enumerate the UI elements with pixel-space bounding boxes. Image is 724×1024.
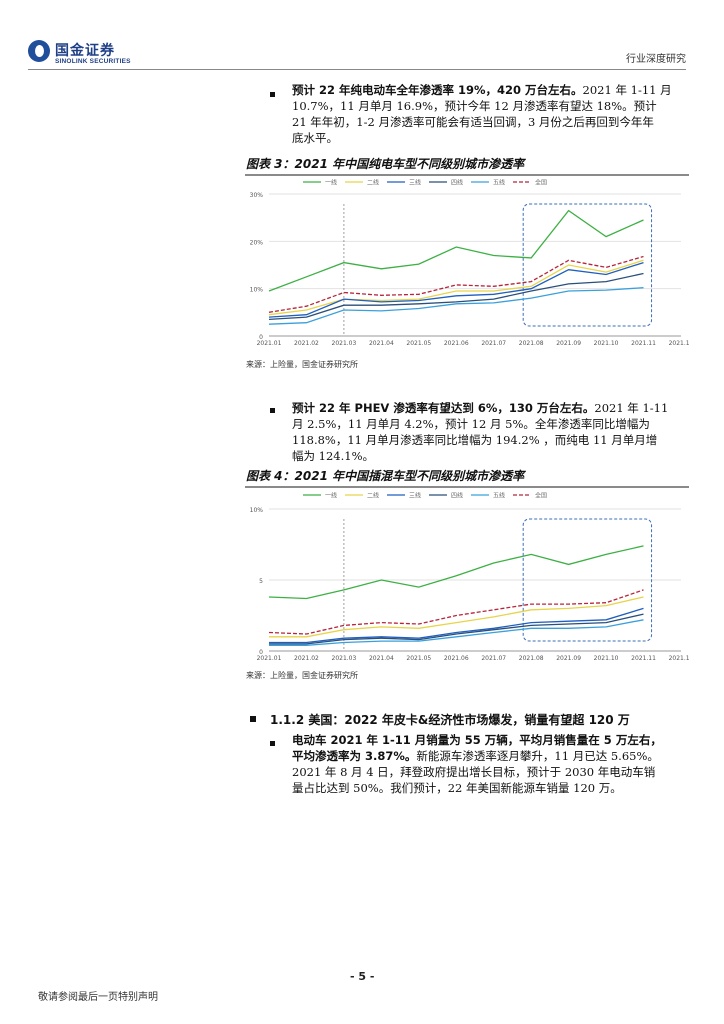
- series-line: [268, 272, 644, 321]
- x-tick-label: 2021.10: [594, 340, 619, 347]
- y-tick-label: 5: [259, 578, 263, 585]
- bullet-icon: [270, 741, 275, 746]
- paragraph-phev-highlight: 预计 22 年 PHEV 渗透率有望达到 6%，130 万台左右。: [292, 401, 595, 415]
- chart-bev-penetration: 0 10% 20% 30% 2021.01 2021.02 2021.03 2021.04 20…: [250, 179, 689, 348]
- bullet-icon: [270, 408, 275, 413]
- x-tick-label: 2021.03: [332, 655, 357, 662]
- paragraph-bev: 预计 22 年纯电动车全年渗透率 19%，420 万台左右。2021 年 1-1…: [292, 82, 692, 146]
- paragraph-us-line: 量占比达到 50%。我们预计，22 年美国新能源车销量 120 万。: [292, 781, 622, 795]
- figure-3-rule: [245, 174, 689, 176]
- x-tick-label: 2021.06: [444, 655, 469, 662]
- x-tick-label: 2021.02: [294, 655, 319, 662]
- x-tick-label: 2021.02: [294, 340, 319, 347]
- figure-4-source: 来源：上险量，国金证券研究所: [246, 671, 358, 680]
- paragraph-us-line: 新能源车渗透率逐月攀升，11 月已达 5.65%。: [416, 749, 659, 763]
- x-tick-label: 2021.11: [631, 340, 656, 347]
- legend-label: 全国: [535, 179, 547, 187]
- series-line: [269, 607, 644, 644]
- x-tick-label: 2021.05: [406, 655, 431, 662]
- y-tick-label: 30%: [250, 192, 264, 199]
- series-line: [268, 589, 644, 635]
- x-tick-label: 2021.04: [369, 340, 394, 347]
- logo-text-cn: 国金证券: [55, 43, 115, 59]
- y-tick-label: 20%: [250, 239, 264, 246]
- legend-label: 五线: [493, 492, 505, 500]
- x-tick-label: 2021.08: [519, 655, 544, 662]
- legend-label: 四线: [451, 179, 463, 187]
- paragraph-us: 电动车 2021 年 1-11 月销量为 55 万辆，平均月销售量在 5 万左右…: [292, 732, 692, 796]
- company-logo-icon: [28, 40, 50, 62]
- x-tick-label: 2021.12: [669, 655, 689, 662]
- x-tick-label: 2021.04: [369, 655, 394, 662]
- x-tick-label: 2021.09: [556, 340, 581, 347]
- report-category: 行业深度研究: [626, 54, 686, 65]
- legend-label: 三线: [409, 492, 421, 500]
- legend-label: 二线: [367, 179, 379, 187]
- logo-text-en: SINOLINK SECURITIES: [55, 58, 131, 65]
- header-divider: [28, 69, 686, 70]
- paragraph-us-highlight: 电动车 2021 年 1-11 月销量为 55 万辆，平均月销售量在 5 万左右…: [292, 733, 662, 747]
- figure-4-rule: [245, 486, 689, 488]
- legend-label: 二线: [367, 492, 379, 500]
- x-tick-label: 2021.07: [481, 340, 506, 347]
- x-tick-label: 2021.11: [631, 655, 656, 662]
- page-number: - 5 -: [350, 970, 375, 983]
- figure-4-title: 图表 4：2021 年中国插混车型不同级别城市渗透率: [246, 469, 525, 483]
- footer-disclaimer: 敬请参阅最后一页特别声明: [38, 992, 158, 1003]
- y-tick-label: 0: [259, 649, 263, 656]
- paragraph-bev-line: 2021 年 1-11 月: [582, 83, 672, 97]
- series-line: [268, 261, 644, 318]
- x-tick-label: 2021.01: [257, 655, 282, 662]
- bullet-icon: [270, 92, 275, 97]
- paragraph-bev-line: 10.7%，11 月单月 16.9%，预计今年 12 月渗透率有望达 18%。预…: [292, 99, 657, 113]
- paragraph-phev-line: 月 2.5%，11 月单月 4.2%，预计 12 月 5%。全年渗透率同比增幅为: [292, 417, 650, 431]
- legend-label: 四线: [451, 492, 463, 500]
- paragraph-us-line: 2021 年 8 月 4 日，拜登政府提出增长目标，预计于 2030 年电动车销: [292, 765, 656, 779]
- series-line: [268, 287, 644, 325]
- paragraph-phev-line: 118.8%，11 月单月渗透率同比增幅为 194.2% ，而纯电 11 月单月…: [292, 433, 658, 447]
- x-tick-label: 2021.07: [481, 655, 506, 662]
- series-line: [268, 209, 644, 292]
- x-tick-label: 2021.08: [519, 340, 544, 347]
- x-tick-label: 2021.06: [444, 340, 469, 347]
- x-tick-label: 2021.05: [406, 340, 431, 347]
- x-tick-label: 2021.03: [332, 340, 357, 347]
- figure-3-title: 图表 3：2021 年中国纯电车型不同级别城市渗透率: [246, 157, 525, 171]
- x-tick-label: 2021.01: [257, 340, 282, 347]
- section-heading: 1.1.2 美国：2022 年皮卡&经济性市场爆发，销量有望超 120 万: [270, 713, 630, 727]
- series-line: [268, 259, 644, 316]
- chart-phev-penetration: 0 5 10% 2021.01 2021.02 2021.03 2021.04 2021.05…: [250, 492, 689, 663]
- y-tick-label: 0: [259, 334, 263, 341]
- section-marker-icon: [250, 716, 256, 722]
- series-line: [268, 545, 644, 600]
- legend-label: 三线: [409, 179, 421, 187]
- paragraph-bev-line: 21 年年初，1-2 月渗透率可能会有适当回调，3 月份之后再回到今年年: [292, 115, 654, 129]
- highlight-box: [522, 203, 653, 327]
- figure-3-source: 来源：上险量，国金证券研究所: [246, 360, 358, 369]
- y-tick-label: 10%: [250, 507, 264, 514]
- legend-label: 一线: [325, 179, 337, 187]
- legend-label: 五线: [493, 179, 505, 187]
- x-tick-label: 2021.10: [594, 655, 619, 662]
- legend-label: 一线: [325, 492, 337, 500]
- highlight-box: [522, 518, 653, 642]
- series-line: [269, 596, 644, 638]
- paragraph-us-highlight: 平均渗透率为 3.87%。: [292, 749, 417, 763]
- paragraph-phev-line: 幅为 124.1%。: [292, 449, 375, 463]
- paragraph-bev-line: 底水平。: [292, 131, 338, 145]
- x-tick-label: 2021.12: [669, 340, 689, 347]
- paragraph-phev: 预计 22 年 PHEV 渗透率有望达到 6%，130 万台左右。2021 年 …: [292, 400, 692, 464]
- x-tick-label: 2021.09: [556, 655, 581, 662]
- series-line: [269, 619, 644, 646]
- paragraph-bev-highlight: 预计 22 年纯电动车全年渗透率 19%，420 万台左右。: [292, 83, 583, 97]
- legend-label: 全国: [535, 492, 547, 500]
- series-line: [269, 613, 644, 645]
- y-tick-label: 10%: [250, 287, 264, 294]
- paragraph-phev-line: 2021 年 1-11: [594, 401, 669, 415]
